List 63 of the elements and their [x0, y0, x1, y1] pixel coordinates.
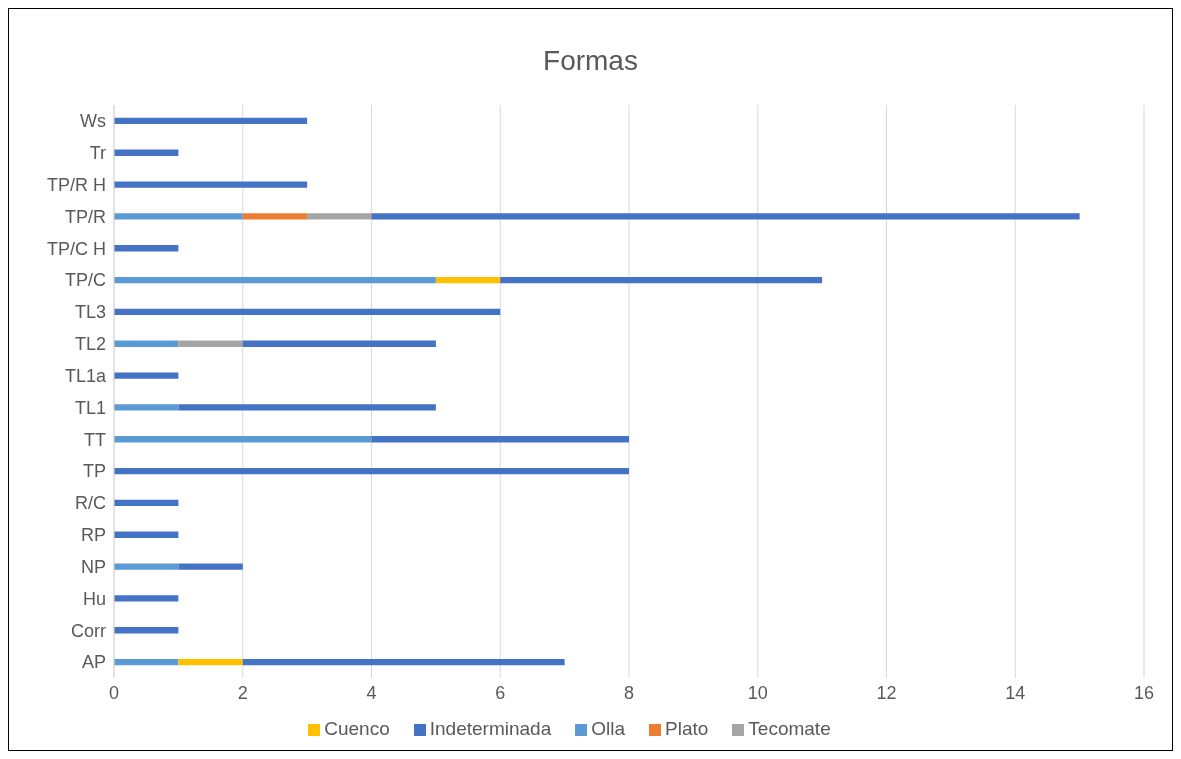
bar — [178, 404, 436, 411]
x-tick-label: 6 — [495, 682, 506, 703]
bar — [114, 499, 179, 507]
x-tick-label: 10 — [747, 682, 768, 703]
y-tick-label: Tr — [89, 143, 106, 164]
legend-label: Indeterminada — [429, 718, 552, 739]
bar — [114, 467, 629, 475]
bar — [114, 658, 179, 666]
bar — [114, 149, 179, 156]
y-tick-label: R/C — [75, 493, 106, 514]
y-tick-label: Corr — [71, 620, 106, 641]
bar — [371, 436, 629, 443]
bar — [114, 372, 179, 379]
bar — [114, 627, 179, 634]
bar — [114, 404, 179, 411]
bar — [114, 117, 308, 125]
legend-label: Plato — [665, 718, 709, 739]
y-tick-label: TP/R H — [46, 174, 106, 195]
y-tick-label: TL3 — [74, 302, 106, 323]
bar — [114, 436, 372, 443]
x-tick-label: 8 — [623, 682, 635, 703]
bar — [114, 308, 501, 316]
bar — [114, 595, 179, 602]
bar — [178, 658, 243, 666]
bar — [114, 276, 436, 284]
y-tick-label: TT — [84, 429, 106, 450]
x-tick-label: 0 — [108, 682, 120, 703]
bar — [242, 658, 565, 666]
y-tick-label: NP — [80, 556, 106, 577]
legend-label: Tecomate — [748, 718, 831, 739]
y-tick-label: TP/C H — [46, 238, 106, 259]
x-tick-label: 2 — [237, 682, 248, 703]
y-tick-label: TL2 — [74, 334, 106, 355]
bar — [242, 340, 436, 347]
x-tick-label: 4 — [366, 682, 377, 703]
y-tick-label: RP — [80, 525, 106, 546]
x-tick-label: 14 — [1005, 682, 1026, 703]
legend-label: Cuenco — [324, 718, 390, 739]
chart-title: Formas — [542, 44, 639, 78]
y-tick-label: Hu — [82, 588, 106, 609]
y-tick-label: TL1 — [74, 397, 106, 418]
bar — [114, 181, 308, 188]
y-tick-label: Ws — [80, 111, 106, 132]
y-tick-label: TL1a — [64, 365, 107, 386]
x-tick-label: 16 — [1133, 682, 1155, 703]
bar — [435, 276, 501, 284]
bar — [178, 563, 243, 570]
legend-label: Olla — [591, 718, 626, 739]
bar — [178, 340, 243, 347]
bar — [371, 213, 1080, 220]
y-tick-label: TP — [82, 461, 106, 482]
x-tick-label: 12 — [876, 682, 897, 703]
bar — [307, 213, 372, 220]
bar — [500, 276, 823, 284]
bar — [114, 245, 179, 252]
bar — [114, 340, 179, 347]
y-tick-label: TP/C — [64, 270, 106, 291]
y-tick-label: TP/R — [64, 206, 106, 227]
bar — [114, 531, 179, 538]
bar — [242, 213, 308, 220]
bar — [114, 563, 179, 570]
bar — [114, 213, 243, 220]
y-tick-label: AP — [81, 652, 106, 673]
